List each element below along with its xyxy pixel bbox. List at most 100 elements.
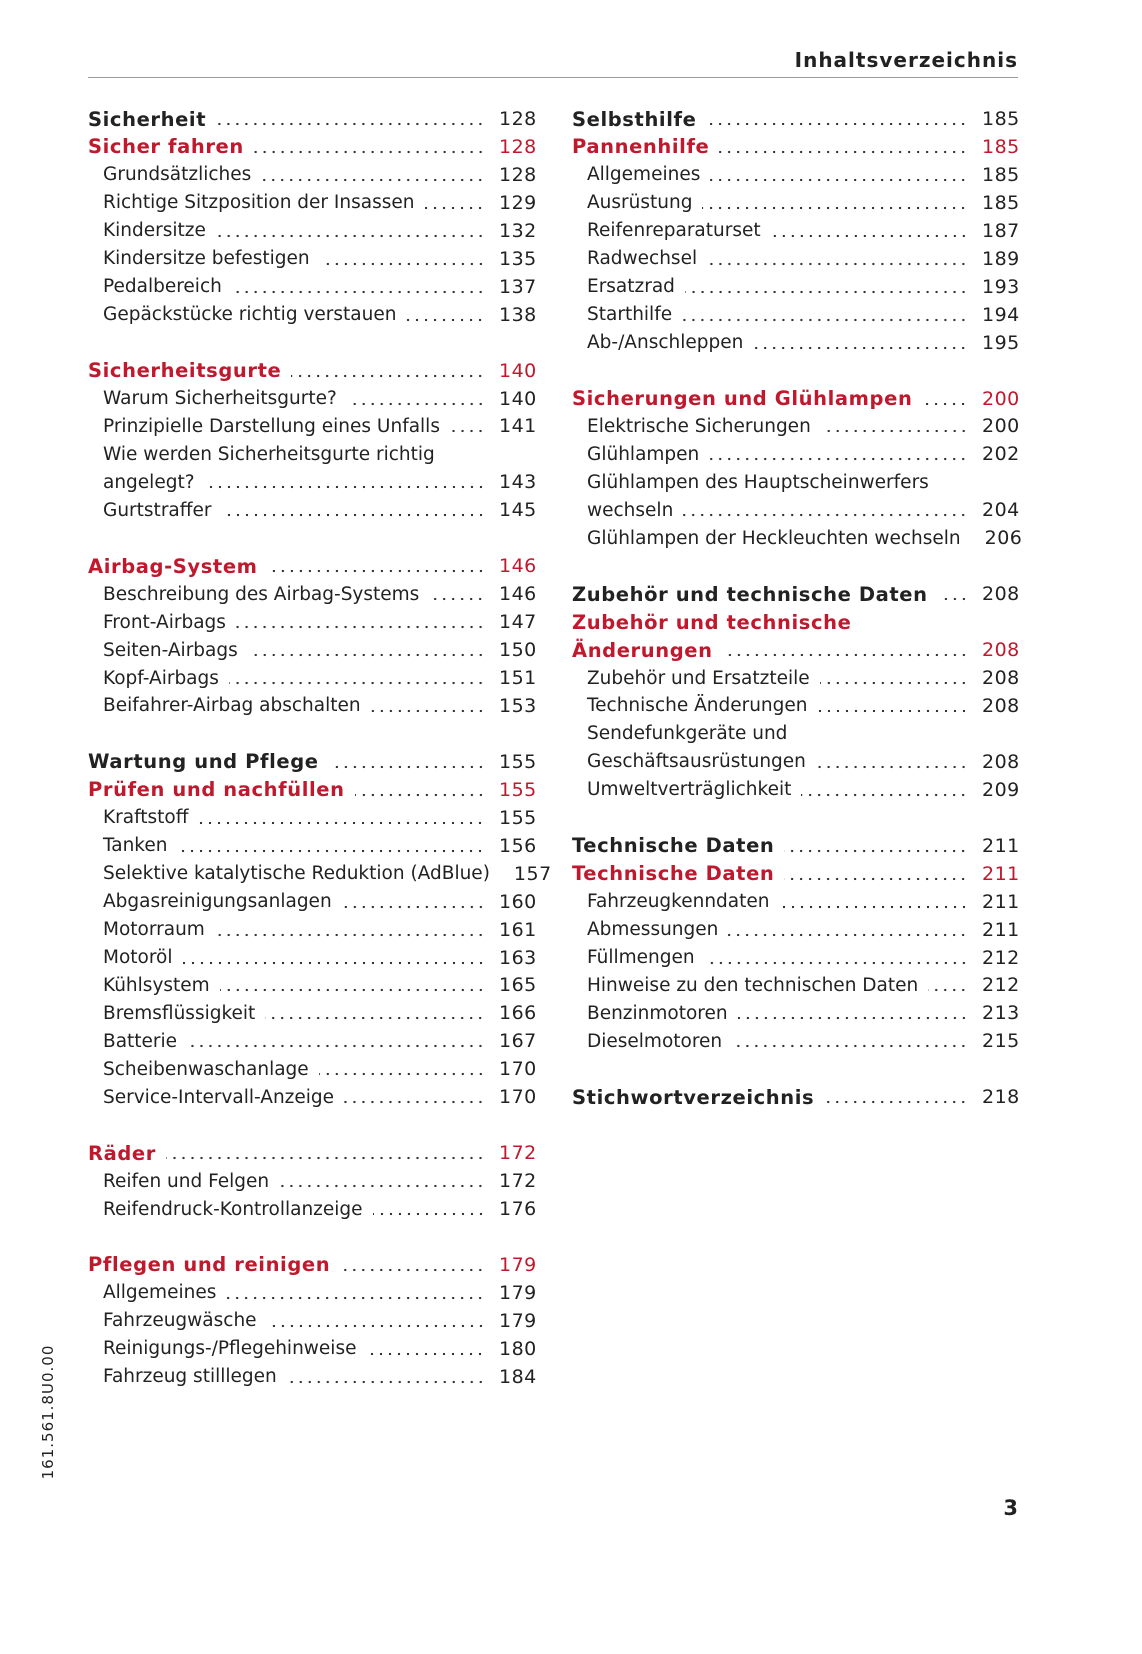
item-row: Fahrzeugwäsche 179: [103, 1307, 536, 1335]
item-title: wechseln: [587, 499, 674, 521]
item-row: Füllmengen 212: [587, 944, 1019, 972]
item-title: Gepäckstücke richtig verstauen: [103, 304, 397, 326]
chapter-row: Technische Daten 211: [572, 832, 1020, 860]
page-ref: 135: [499, 247, 537, 270]
leader-dots: [779, 904, 968, 909]
page-ref: 211: [982, 834, 1020, 857]
item-row: Ausrüstung 185: [587, 189, 1019, 217]
leader-dots: [449, 429, 485, 434]
item-title: Glühlampen der Heckleuchten wechseln: [587, 527, 961, 549]
chapter-row: Stichwortverzeichnis 218: [572, 1083, 1020, 1111]
item-title: Beifahrer-Airbag abschalten: [103, 695, 361, 717]
section-row: Technische Daten 211: [572, 860, 1019, 888]
item-row: Kopf-Airbags 151: [103, 664, 537, 692]
page-ref: 137: [499, 275, 537, 298]
item-row: Ersatzrad 193: [587, 273, 1019, 301]
item-title: Sendefunkgeräte und: [587, 723, 788, 745]
item-row: Abgasreinigungsanlagen 160: [103, 888, 537, 916]
page-ref: 209: [982, 778, 1020, 801]
leader-dots: [817, 708, 968, 713]
page-ref: 156: [499, 834, 537, 857]
page-ref: 180: [499, 1337, 537, 1360]
item-title: Beschreibung des Airbag-Systems: [103, 583, 420, 605]
page-ref: 200: [982, 387, 1020, 410]
item-row: Kühlsystem 165: [103, 971, 537, 999]
page-ref: 194: [982, 303, 1020, 326]
item-row: Elektrische Sicherungen 200: [587, 412, 1019, 440]
chapter-title: Zubehör und technische Daten: [572, 582, 928, 606]
section-title: Prüfen und nachfüllen: [88, 778, 345, 802]
item-title: Service-Intervall-Anzeige: [103, 1086, 335, 1108]
leader-dots: [198, 820, 485, 825]
item-row: Geschäftsausrüstungen 208: [587, 748, 1019, 776]
item-title: Bremsflüssigkeit: [103, 1002, 256, 1024]
item-title: Starthilfe: [587, 304, 673, 326]
leader-dots: [291, 373, 485, 378]
leader-dots: [372, 1212, 485, 1217]
page-ref: 151: [499, 667, 537, 689]
section-title: Technische Daten: [572, 862, 775, 886]
page-ref: 128: [499, 108, 537, 130]
leader-dots: [221, 513, 485, 518]
leader-dots: [228, 681, 485, 685]
leader-dots: [429, 597, 485, 602]
leader-dots: [722, 653, 968, 658]
item-row: Sendefunkgeräte und: [587, 720, 1018, 748]
leader-dots: [226, 1295, 485, 1300]
item-title: Allgemeines: [587, 164, 701, 186]
page-ref: 128: [499, 163, 537, 186]
leader-dots: [819, 681, 968, 685]
leader-dots: [346, 401, 485, 406]
section-title: Pannenhilfe: [572, 135, 710, 159]
document-code: 161.561.8U0.00: [39, 1344, 57, 1480]
page-ref: 165: [499, 974, 537, 997]
page-ref: 155: [499, 750, 537, 773]
section-row: Pannenhilfe 185: [572, 133, 1019, 161]
page-ref: 189: [982, 247, 1020, 270]
leader-dots: [341, 904, 485, 909]
item-title: Ausrüstung: [587, 192, 693, 214]
item-title: Richtige Sitzposition der Insassen: [103, 192, 415, 214]
item-row: Beschreibung des Airbag-Systems 146: [103, 580, 537, 608]
page-ref: 218: [982, 1086, 1020, 1109]
item-row: Bremsflüssigkeit 166: [103, 999, 536, 1027]
item-title: angelegt?: [103, 471, 195, 493]
leader-dots: [182, 960, 485, 965]
leader-dots: [319, 261, 485, 266]
item-row: Fahrzeug stilllegen 184: [103, 1363, 536, 1391]
page-ref: 161: [499, 918, 537, 941]
item-row: Reifendruck-Kontrollanzeige 176: [103, 1195, 536, 1223]
page-ref: 155: [499, 806, 537, 829]
item-title: Glühlampen: [587, 443, 700, 465]
leader-dots: [709, 457, 968, 462]
item-title: Motoröl: [103, 947, 173, 968]
item-row: Selektive katalytische Reduktion (AdBlue…: [103, 860, 551, 888]
leader-dots: [354, 792, 485, 797]
page-ref: 140: [499, 387, 537, 410]
page-ref: 146: [499, 583, 537, 606]
leader-dots: [728, 932, 968, 937]
page-ref: 208: [982, 667, 1020, 689]
section-title: Sicherungen und Glühlampen: [572, 387, 913, 410]
page-ref: 206: [984, 527, 1023, 550]
item-row: Seiten-Airbags 150: [103, 636, 537, 664]
section-row: Prüfen und nachfüllen 155: [88, 776, 536, 804]
item-row: Dieselmotoren 215: [587, 1027, 1019, 1055]
page-ref: 146: [499, 555, 537, 578]
item-title: Dieselmotoren: [587, 1030, 723, 1052]
chapter-row: Selbsthilfe 185: [572, 105, 1020, 133]
page-ref: 185: [982, 108, 1020, 130]
page-ref: 160: [499, 890, 537, 913]
item-title: Reinigungs-/Pflegehinweise: [103, 1338, 357, 1360]
item-row: Kindersitze befestigen 135: [103, 245, 537, 273]
item-row: angelegt? 143: [103, 468, 536, 496]
leader-dots: [737, 1016, 968, 1021]
item-title: Hinweise zu den technischen Daten: [587, 974, 919, 996]
leader-dots: [784, 848, 968, 853]
page-ref: 153: [499, 694, 537, 717]
page-ref: 208: [982, 694, 1020, 717]
page-number: 3: [1003, 1496, 1018, 1520]
item-title: Scheibenwaschanlage: [103, 1058, 309, 1080]
page-ref: 150: [499, 639, 537, 662]
page-ref: 145: [499, 499, 537, 522]
